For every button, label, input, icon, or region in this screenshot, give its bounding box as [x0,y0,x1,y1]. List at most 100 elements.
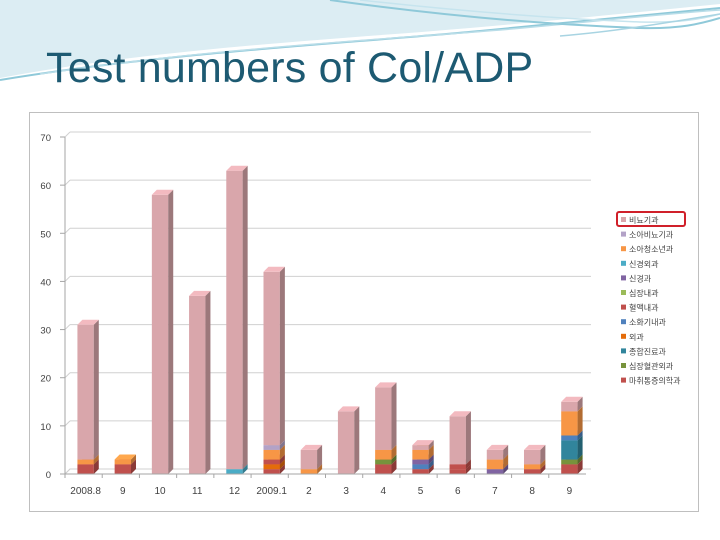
x-tick-label: 2009.1 [256,486,287,497]
bar-top [226,165,248,171]
legend-item: 신경외과 [621,259,659,269]
x-tick-label: 7 [492,486,498,497]
bar-segment [486,444,509,460]
x-tick-label: 4 [381,486,387,497]
bar-stack [263,266,285,474]
legend-item: 신경과 [621,273,652,283]
legend-label: 비뇨기과 [629,216,659,225]
bar-stack [523,444,546,474]
bar-front [412,445,429,450]
slide-header: Test numbers of Col/ADP [0,0,720,110]
legend-swatch [621,304,626,310]
bar-stack [151,189,174,474]
legend-swatch [621,231,626,237]
x-tick-label: 3 [343,486,349,497]
bar-segment [412,440,434,450]
y-tick-label: 30 [40,326,51,337]
bar-side [279,459,285,470]
gridline-depth [64,131,71,138]
legend-highlight-box [616,211,686,227]
bar-side [317,444,323,470]
bar-side [279,440,285,450]
bar-front [561,464,578,474]
bar-front [561,401,578,412]
legend-item: 마취통증의학과 [621,376,681,386]
chart-bars [77,165,583,474]
y-tick-label: 10 [40,422,51,433]
bar-front [523,469,541,474]
bar-segment [337,406,360,474]
bar-segment [375,382,397,450]
legend-item: 소아비뇨기과 [621,230,674,240]
bar-side [279,454,285,465]
stacked-bar-chart: 0 10 20 30 40 50 60 70 2008.8 9 10 11 12 2009.1 2 3 4 5 6… [29,112,699,512]
bar-side [93,459,99,474]
gridline-depth [64,276,71,282]
bar-stack [486,444,509,474]
bar-front [486,449,504,460]
bar-stack [189,290,211,474]
bar-stack [226,165,248,474]
y-tick-label: 20 [40,374,51,385]
bar-side [354,406,360,474]
bar-front [263,469,280,474]
bar-stack [375,382,397,474]
bar-side [428,459,434,470]
bar-top [337,406,360,412]
bar-side [577,454,583,465]
legend-swatch [621,275,626,281]
bar-front [77,459,94,465]
bar-segment [561,396,583,412]
bar-side [577,406,583,436]
bar-side [391,459,397,474]
bar-top [114,454,137,460]
bar-front [151,194,169,474]
bar-top [523,444,546,450]
legend-label: 마취통증의학과 [629,376,681,386]
bar-front [375,449,392,460]
bar-front [300,449,318,470]
x-tick-label: 12 [229,486,241,497]
bar-front [449,464,466,470]
bar-front [226,170,243,470]
bar-front [412,464,429,470]
bar-stack [77,319,99,474]
bar-front [77,464,94,474]
x-tick-label: 11 [192,486,203,497]
x-tick-label: 9 [120,486,126,497]
x-axis: 2008.8 9 10 11 12 2009.1 2 3 4 5 6 7 8 9 [64,473,586,497]
y-axis: 0 10 20 30 40 50 60 70 [40,133,66,481]
bar-front [114,464,132,474]
legend-label: 종합진료과 [629,346,666,356]
legend-item: 소화기내과 [621,318,666,327]
bar-front [561,459,578,465]
bar-side [205,290,211,474]
x-tick-label: 2008.8 [70,486,101,497]
gridline-depth [64,324,71,330]
y-tick-label: 60 [40,181,51,192]
chart-border [29,112,699,512]
legend-swatch [621,290,626,295]
bar-front [263,464,280,470]
legend-swatch [621,260,626,266]
bar-segment [114,454,137,465]
legend-item: 종합진료과 [621,346,666,356]
legend-item: 심장내과 [621,288,659,298]
legend-item: 외과 [621,332,644,342]
legend-swatch [621,348,626,354]
legend-label: 혈액내과 [629,303,659,313]
bar-side [93,319,99,460]
bar-front [412,459,429,465]
bar-side [279,444,285,460]
y-tick-label: 70 [40,133,51,144]
bar-front [263,449,280,460]
bar-side [168,189,174,474]
bar-front [449,416,466,465]
bar-side [242,165,248,470]
bar-top [486,444,509,450]
bar-side [391,382,397,450]
bar-side [577,459,583,474]
bar-top [77,319,99,325]
bar-front [263,271,280,446]
legend-swatch [621,333,626,339]
